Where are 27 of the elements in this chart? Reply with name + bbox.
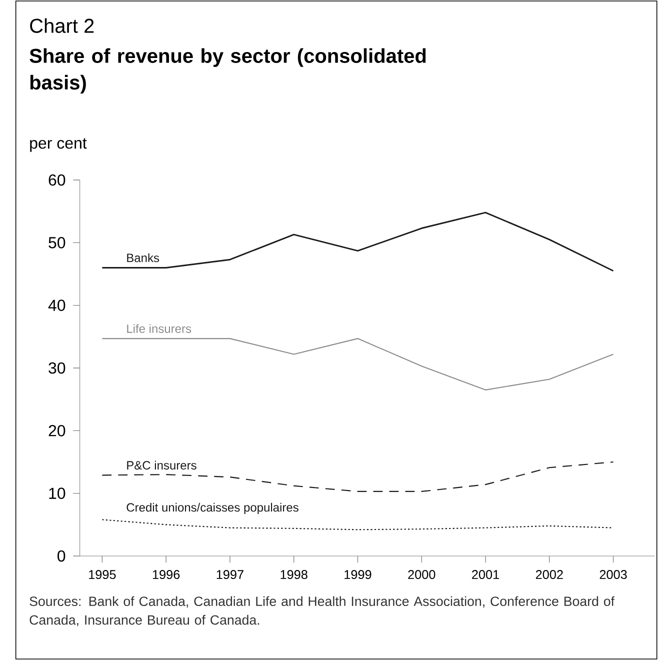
y-tick-label: 30	[48, 362, 66, 374]
y-axis-title: per cent	[30, 138, 87, 152]
x-tick-label: 2001	[472, 570, 500, 580]
line-series	[102, 519, 614, 530]
chart-title: Chart 2	[30, 18, 94, 33]
y-tick-label: 20	[48, 425, 66, 436]
y-tick-label: 40	[48, 300, 66, 311]
series-label: Banks	[127, 253, 160, 262]
y-tick-label: 50	[48, 237, 66, 248]
y-tick-label: 0	[58, 550, 66, 562]
x-tick-label: 1997	[216, 570, 244, 580]
line-series	[102, 212, 614, 272]
x-tick-label: 2003	[600, 570, 627, 580]
x-tick-label: 1996	[153, 570, 180, 580]
x-tick-label: 1995	[89, 570, 116, 580]
series-label: Credit unions/caisses populaires	[126, 502, 299, 514]
x-tick-label: 2000	[408, 570, 436, 580]
y-tick-label: 10	[49, 488, 66, 499]
chart-subtitle: Share of revenue by sector (consolidated basis)	[30, 48, 426, 94]
x-tick-label: 1999	[344, 570, 372, 580]
series-label: Life insurers	[127, 324, 192, 333]
series-label: P&C insurers	[127, 460, 196, 470]
x-tick-label: 2002	[536, 570, 563, 580]
x-tick-label: 1998	[280, 570, 308, 580]
y-tick-label: 60	[48, 174, 66, 186]
line-series	[102, 461, 614, 492]
source-note: Sources: Bank of Canada, Canadian Life and Health Insurance Association, Conference Board of Canada, Insurance Bureau of Canada.	[30, 596, 615, 626]
